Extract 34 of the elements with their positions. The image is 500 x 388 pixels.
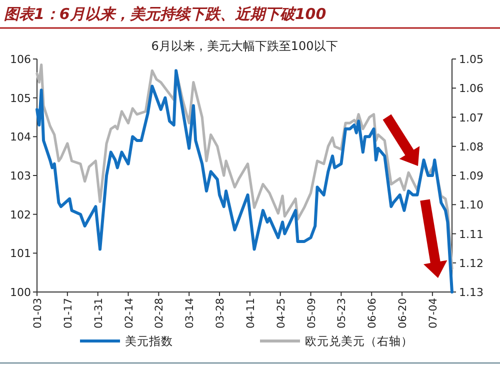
- x-tick-label: 06-06: [366, 298, 379, 329]
- y2-tick-label: 1.08: [459, 140, 484, 154]
- x-tick-label: 03-14: [184, 298, 196, 329]
- y-tick-label: 102: [10, 208, 31, 222]
- y2-tick-label: 1.10: [459, 198, 484, 212]
- y-tick-label: 103: [10, 170, 31, 182]
- x-tick-label: 01-03: [32, 298, 44, 329]
- x-tick-label: 07-04: [427, 298, 440, 329]
- x-tick-label: 05-23: [336, 298, 348, 329]
- y2-tick-label: 1.05: [459, 53, 484, 66]
- y-tick-label: 104: [10, 130, 31, 144]
- x-tick-label: 01-17: [62, 298, 74, 329]
- y-tick-label: 106: [10, 53, 31, 66]
- chart-subtitle: 6月以来，美元大幅下跌至100以下: [151, 39, 338, 53]
- chart-title: 图表1：6月以来，美元持续下跌、近期下破100: [4, 5, 326, 23]
- x-tick-label: 02-14: [123, 298, 136, 329]
- x-tick-label: 06-20: [397, 298, 410, 329]
- y2-tick-label: 1.09: [459, 170, 484, 182]
- y2-tick-label: 1.12: [459, 256, 484, 270]
- y-tick-label: 105: [10, 92, 31, 105]
- y2-tick-label: 1.13: [459, 286, 484, 299]
- x-tick-label: 01-31: [92, 298, 105, 329]
- x-tick-label: 04-11: [244, 298, 257, 329]
- legend-label: 欧元兑美元（右轴）: [305, 334, 413, 348]
- x-tick-label: 03-28: [214, 298, 227, 329]
- y2-tick-label: 1.11: [459, 228, 484, 241]
- x-tick-label: 04-25: [275, 298, 288, 329]
- x-tick-label: 02-28: [154, 298, 166, 329]
- y-tick-label: 101: [10, 247, 31, 260]
- y2-tick-label: 1.06: [459, 82, 484, 96]
- x-tick-label: 05-09: [306, 298, 318, 329]
- y2-tick-label: 1.07: [459, 111, 484, 124]
- y-tick-label: 100: [10, 286, 31, 299]
- legend-label: 美元指数: [125, 334, 173, 348]
